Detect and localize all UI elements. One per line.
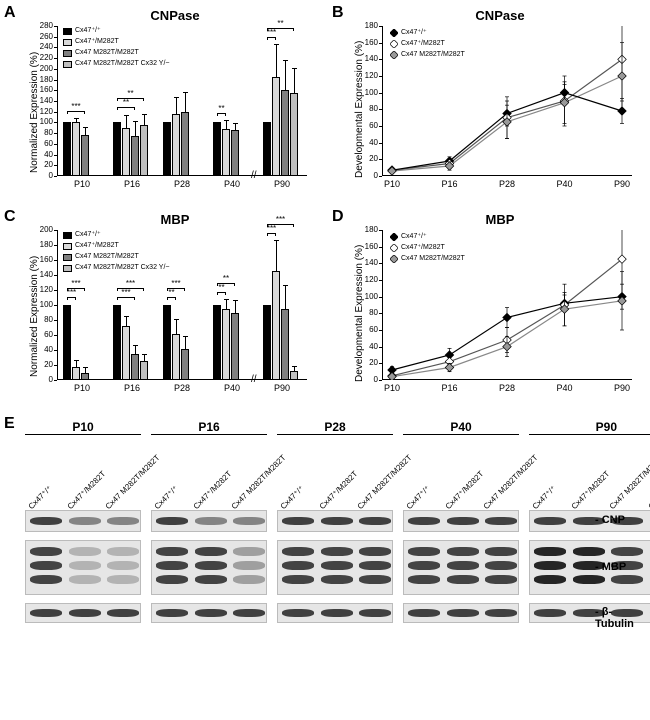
panel-c-chart: MBP Normalized Expression (%) 0204060801… [35,212,315,402]
panel-d-legend: Cx47⁺/⁺Cx47⁺/M282TCx47 M282T/M282T [390,232,465,265]
panel-b-title: CNPase [360,8,640,23]
panel-b-chart: CNPase Developmental Expression (%) 0204… [360,8,640,198]
panel-d-title: MBP [360,212,640,227]
panel-a-chart: CNPase Normalized Expression (%) 0204060… [35,8,315,198]
panel-b-letter: B [332,4,344,22]
panel-c-letter: C [4,208,16,226]
panel-b-legend: Cx47⁺/⁺Cx47⁺/M282TCx47 M282T/M282T [390,28,465,61]
panel-a-legend: Cx47⁺/⁺Cx47⁺/M282TCx47 M282T/M282TCx47 M… [63,26,169,70]
panel-c-legend: Cx47⁺/⁺Cx47⁺/M282TCx47 M282T/M282TCx47 M… [63,230,169,274]
panel-e-blots: P10Cx47⁺/⁺Cx47⁺/M282TCx47 M282T/M282TP16… [10,420,640,715]
panel-d-chart: MBP Developmental Expression (%) 0204060… [360,212,640,402]
panel-a-letter: A [4,4,16,22]
panel-d-letter: D [332,208,344,226]
